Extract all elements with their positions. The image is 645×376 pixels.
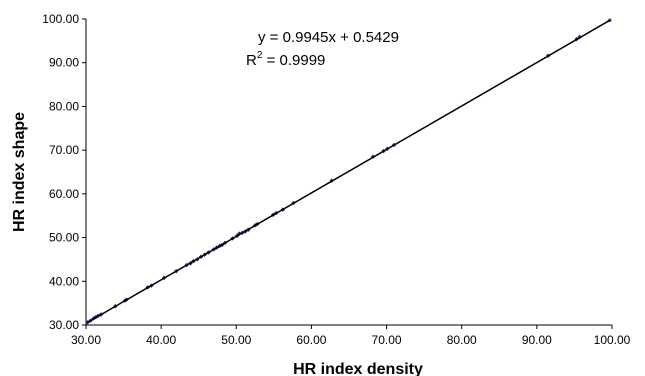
trendline-equation: y = 0.9945x + 0.5429 xyxy=(258,29,399,46)
r-squared-label: R2 = 0.9999 xyxy=(246,50,325,69)
y-axis-title: HR index shape xyxy=(11,112,28,232)
y-tick-label: 90.00 xyxy=(49,56,79,70)
x-tick-label: 80.00 xyxy=(447,333,477,347)
y-tick-label: 40.00 xyxy=(49,274,79,288)
y-tick-label: 60.00 xyxy=(49,187,79,201)
y-tick-label: 30.00 xyxy=(49,318,79,332)
y-axis-ticks: 30.00 40.00 50.00 60.00 70.00 80.00 90.00 100.0… xyxy=(42,12,86,332)
y-tick-label: 80.00 xyxy=(49,99,79,113)
y-tick-label: 100.00 xyxy=(42,12,79,26)
r-squared-exponent: 2 xyxy=(257,50,263,61)
x-tick-label: 40.00 xyxy=(146,333,176,347)
r-squared-symbol: R xyxy=(246,52,257,69)
y-tick-label: 70.00 xyxy=(49,143,79,157)
x-axis-title: HR index density xyxy=(293,361,423,376)
x-tick-label: 60.00 xyxy=(296,333,326,347)
trendline xyxy=(87,19,611,324)
x-tick-label: 90.00 xyxy=(522,333,552,347)
x-tick-label: 50.00 xyxy=(221,333,251,347)
y-tick-label: 50.00 xyxy=(49,231,79,245)
x-tick-label: 100.00 xyxy=(594,333,631,347)
x-axis-ticks: 30.00 40.00 50.00 60.00 70.00 80.00 90.00 100.0… xyxy=(71,325,631,347)
r-squared-value: = 0.9999 xyxy=(262,52,325,69)
x-tick-label: 70.00 xyxy=(372,333,402,347)
x-tick-label: 30.00 xyxy=(71,333,101,347)
